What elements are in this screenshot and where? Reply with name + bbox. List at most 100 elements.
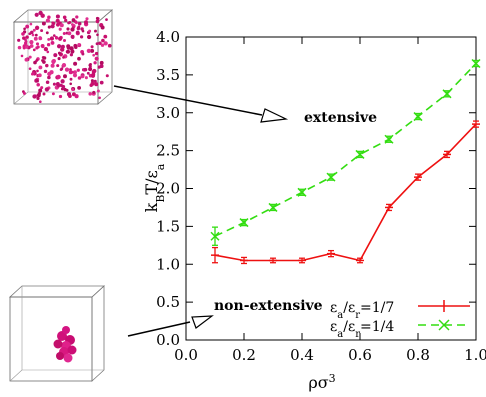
particle [34,12,39,17]
particle [51,21,55,25]
particle [50,40,55,45]
particle [40,86,44,90]
particle [55,14,60,19]
particle [71,70,74,74]
particle [92,68,97,74]
particle [84,76,88,80]
particle [17,38,21,42]
particle [71,88,75,91]
particle [73,70,77,75]
particle [51,58,56,64]
particle [28,55,32,59]
particle [22,91,26,95]
data-point [385,203,393,212]
particle [60,67,64,71]
particle [92,53,96,57]
data-point [327,249,335,258]
particle [76,68,80,72]
particle [59,23,64,28]
particle [38,100,42,104]
particle [66,44,71,49]
particle [69,68,72,71]
series-layer [210,58,481,265]
particle [61,84,66,89]
particle [70,49,75,54]
particle [50,24,55,29]
particle [40,29,44,33]
particle [37,73,42,78]
x-tick-label: 0.0 [174,346,198,364]
particle [99,80,104,85]
particle [96,33,99,37]
particle [60,79,65,84]
particle [77,21,82,26]
particle [38,88,43,93]
particle [90,79,94,83]
particle [77,56,81,61]
particle [75,30,80,35]
particle [99,64,104,69]
particle [81,52,85,56]
particle [21,32,25,36]
particle [55,18,60,23]
particle [56,22,60,27]
particle [70,27,75,32]
data-point [355,149,365,159]
particle [38,36,43,41]
data-point [472,120,480,128]
particle [37,92,41,96]
particle [36,69,39,73]
particle [62,15,67,20]
legend-entry-1: εa/εr=1/7 [330,300,470,321]
particle [45,80,50,85]
y-tick-label: 0.0 [156,331,180,349]
particle [62,31,66,36]
particle [86,34,92,40]
non-extensive-cube-illustration [8,285,106,382]
data-point [210,226,220,246]
y-tick-label: 2.0 [156,180,180,198]
particle [28,67,32,71]
particle [63,74,67,79]
data-point [269,257,277,264]
y-tick-label: 3.0 [156,104,180,122]
particle [23,27,26,31]
particle [49,36,55,41]
particle [58,27,62,31]
particle [77,86,81,90]
particle [73,61,78,66]
extensive-cube-illustration [12,9,114,105]
particle [84,20,88,25]
particle [94,56,99,61]
particle [41,45,45,49]
particle [95,19,100,24]
data-point [442,89,452,99]
particle [88,67,93,72]
series-1 [211,120,480,265]
particle [25,35,29,39]
particle [47,37,51,41]
particle [99,60,104,65]
particle [57,51,61,55]
x-axis-label: ρσ3 [308,372,335,393]
particle [83,67,88,72]
y-tick-label: 1.5 [156,217,180,235]
particle [86,48,91,53]
data-point [356,257,364,264]
data-point [268,202,278,212]
particle [103,41,108,46]
particle [86,71,90,75]
particle [46,42,51,47]
data-point [298,257,306,264]
particle [35,46,39,50]
particle [77,76,82,80]
x-tick-label: 0.4 [290,346,314,364]
extensive-arrow [113,85,289,123]
particle [98,41,102,45]
x-tick-label: 0.8 [406,346,430,364]
particle [34,33,38,37]
particle [69,82,73,86]
particle [77,43,81,46]
particle [29,22,33,26]
